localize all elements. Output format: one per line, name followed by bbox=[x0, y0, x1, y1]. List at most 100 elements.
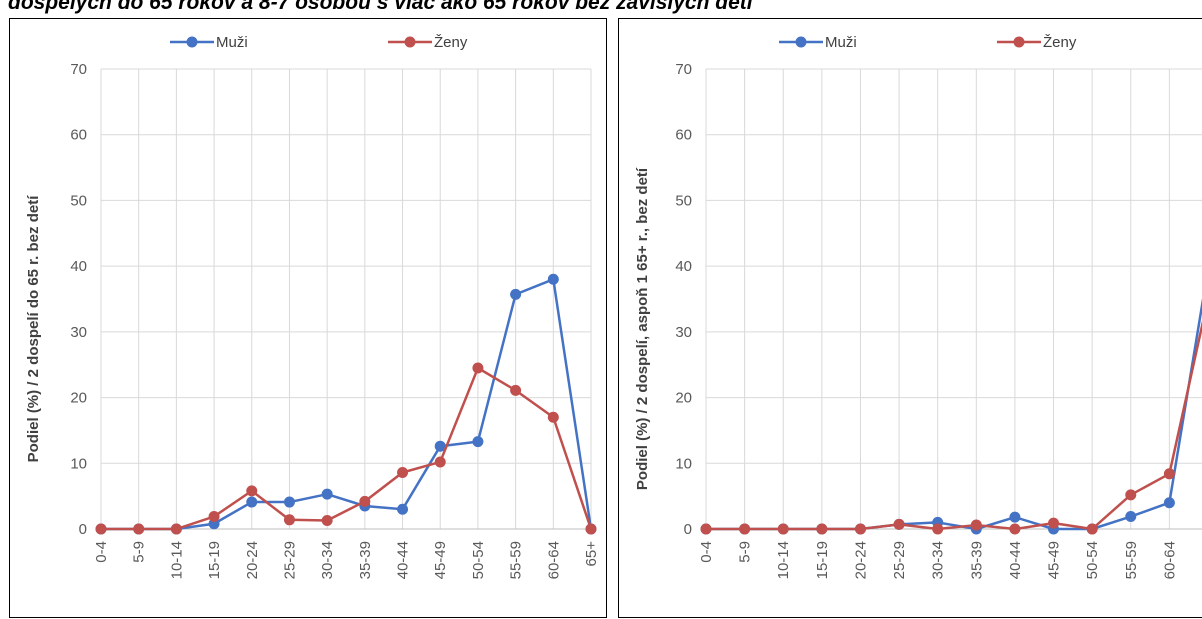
data-point bbox=[397, 467, 408, 478]
y-axis-label: Podiel (%) / 2 dospelí, aspoň 1 65+ r., … bbox=[634, 167, 651, 490]
series-men bbox=[96, 274, 597, 535]
y-tick-label: 30 bbox=[675, 324, 692, 341]
x-tick-label: 65+ bbox=[583, 541, 600, 567]
y-tick-label: 50 bbox=[675, 192, 692, 209]
y-tick-label: 70 bbox=[70, 61, 87, 78]
data-point bbox=[816, 524, 827, 535]
data-point bbox=[548, 274, 559, 285]
data-point bbox=[778, 524, 789, 535]
data-point bbox=[171, 524, 182, 535]
x-tick-label: 10-14 bbox=[168, 541, 185, 579]
data-point bbox=[510, 385, 521, 396]
x-tick-label: 30-34 bbox=[319, 541, 336, 579]
x-tick-label: 60-64 bbox=[545, 541, 562, 579]
x-tick-label: 25-29 bbox=[281, 541, 298, 579]
figure-title: dospelých do 65 rokov a 8-7 osobou s via… bbox=[8, 0, 1202, 16]
x-tick-label: 60-64 bbox=[1161, 541, 1178, 579]
y-tick-label: 0 bbox=[684, 521, 692, 538]
data-point bbox=[1048, 518, 1059, 529]
data-point bbox=[359, 496, 370, 507]
x-tick-label: 20-24 bbox=[852, 541, 869, 579]
y-tick-label: 10 bbox=[675, 455, 692, 472]
legend-label: Muži bbox=[216, 34, 248, 51]
x-tick-label: 35-39 bbox=[968, 541, 985, 579]
y-tick-label: 30 bbox=[70, 324, 87, 341]
x-tick-label: 30-34 bbox=[930, 541, 947, 579]
data-point bbox=[1125, 489, 1136, 500]
data-point bbox=[209, 511, 220, 522]
series-women bbox=[701, 294, 1202, 535]
data-point bbox=[894, 519, 905, 530]
data-point bbox=[510, 289, 521, 300]
legend-marker bbox=[187, 37, 198, 48]
data-point bbox=[739, 524, 750, 535]
data-point bbox=[701, 524, 712, 535]
x-tick-label: 50-54 bbox=[470, 541, 487, 579]
legend-label: Muži bbox=[825, 34, 857, 51]
data-point bbox=[971, 520, 982, 531]
y-tick-label: 70 bbox=[675, 61, 692, 78]
x-tick-label: 10-14 bbox=[775, 541, 792, 579]
x-tick-label: 55-59 bbox=[1123, 541, 1140, 579]
data-point bbox=[322, 489, 333, 500]
x-tick-label: 45-49 bbox=[432, 541, 449, 579]
x-tick-label: 15-19 bbox=[206, 541, 223, 579]
data-point bbox=[435, 456, 446, 467]
x-tick-label: 55-59 bbox=[508, 541, 525, 579]
x-tick-label: 40-44 bbox=[1007, 541, 1024, 579]
chart-panel-right: 0 10 20 30 40 50 60 70 0-4 5-9 10-14 15-19 20-24 25-2… bbox=[618, 18, 1202, 618]
legend-marker bbox=[796, 37, 807, 48]
data-point bbox=[586, 524, 597, 535]
data-point bbox=[246, 497, 257, 508]
y-tick-label: 50 bbox=[70, 192, 87, 209]
y-tick-label: 60 bbox=[675, 127, 692, 144]
data-point bbox=[1164, 497, 1175, 508]
legend-marker bbox=[1014, 37, 1025, 48]
data-point bbox=[96, 524, 107, 535]
data-point bbox=[1087, 524, 1098, 535]
line-chart-right: 0 10 20 30 40 50 60 70 0-4 5-9 10-14 15-19 20-24 25-2… bbox=[619, 19, 1202, 619]
data-point bbox=[322, 515, 333, 526]
series-women bbox=[96, 363, 597, 535]
data-point bbox=[472, 363, 483, 374]
legend-marker bbox=[405, 37, 416, 48]
y-tick-label: 40 bbox=[675, 258, 692, 275]
x-tick-label: 0-4 bbox=[698, 541, 715, 563]
x-tick-label: 0-4 bbox=[93, 541, 110, 563]
x-tick-label: 5-9 bbox=[737, 541, 754, 563]
y-tick-label: 20 bbox=[675, 390, 692, 407]
y-tick-label: 40 bbox=[70, 258, 87, 275]
x-tick-label: 50-54 bbox=[1084, 541, 1101, 579]
data-point bbox=[397, 504, 408, 515]
data-point bbox=[1009, 524, 1020, 535]
legend-label: Ženy bbox=[1043, 34, 1077, 51]
data-point bbox=[1125, 511, 1136, 522]
x-tick-label: 15-19 bbox=[814, 541, 831, 579]
gridlines bbox=[706, 69, 1202, 529]
data-point bbox=[246, 485, 257, 496]
y-axis-label: Podiel (%) / 2 dospelí do 65 r. bez detí bbox=[25, 195, 42, 463]
data-point bbox=[1009, 512, 1020, 523]
data-point bbox=[1164, 468, 1175, 479]
data-point bbox=[133, 524, 144, 535]
series-line bbox=[706, 269, 1202, 529]
x-tick-label: 5-9 bbox=[131, 541, 148, 563]
series-line bbox=[101, 279, 591, 529]
data-point bbox=[855, 524, 866, 535]
y-tick-label: 20 bbox=[70, 390, 87, 407]
x-tick-label: 35-39 bbox=[357, 541, 374, 579]
x-tick-label: 20-24 bbox=[244, 541, 261, 579]
data-point bbox=[284, 497, 295, 508]
y-tick-label: 60 bbox=[70, 127, 87, 144]
data-point bbox=[548, 412, 559, 423]
x-tick-label: 25-29 bbox=[891, 541, 908, 579]
legend: Muži Ženy bbox=[779, 34, 1077, 51]
x-tick-label: 45-49 bbox=[1046, 541, 1063, 579]
x-tick-label: 40-44 bbox=[395, 541, 412, 579]
data-point bbox=[472, 436, 483, 447]
y-tick-label: 10 bbox=[70, 455, 87, 472]
data-point bbox=[284, 514, 295, 525]
